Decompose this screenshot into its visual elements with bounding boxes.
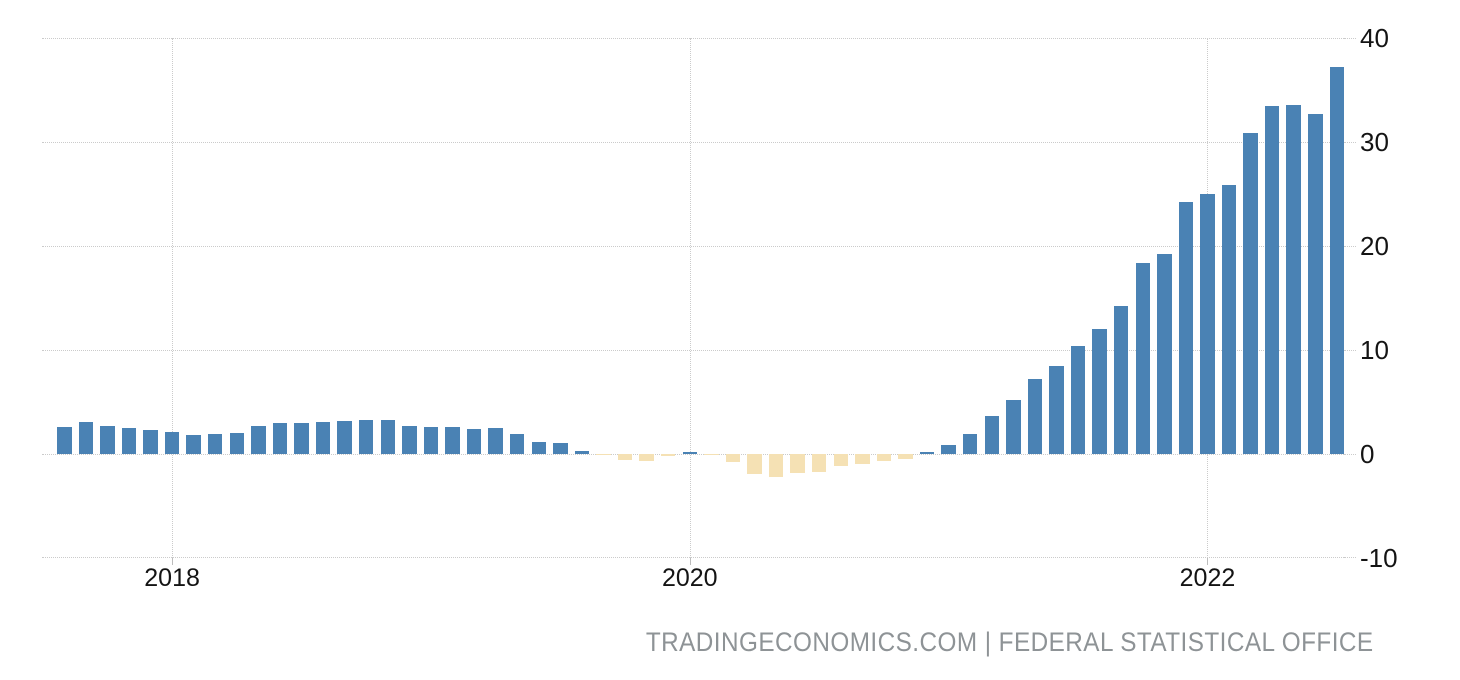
bar-2021-03[interactable] (984, 415, 999, 454)
bar-2018-03[interactable] (207, 434, 223, 454)
y-gridline (42, 454, 1352, 455)
bar-2021-01[interactable] (941, 444, 956, 454)
bar-2019-10[interactable] (617, 454, 633, 461)
bar-2018-07[interactable] (294, 422, 309, 454)
bar-2021-12[interactable] (1178, 202, 1194, 454)
bar-2022-02[interactable] (1221, 184, 1237, 454)
bar-2018-02[interactable] (186, 435, 201, 454)
y-axis-tick-label: 40 (1360, 23, 1389, 53)
bar-2022-03[interactable] (1243, 132, 1258, 454)
bar-2019-05[interactable] (509, 434, 525, 454)
y-axis-tick-label: -10 (1360, 543, 1398, 573)
bar-2020-12[interactable] (919, 451, 935, 454)
y-axis-tick-label: 20 (1360, 231, 1389, 261)
y-axis-tick (1344, 246, 1356, 247)
y-axis-tick (1344, 142, 1356, 143)
bar-2018-09[interactable] (337, 420, 352, 454)
bar-2020-10[interactable] (876, 454, 892, 462)
bar-2020-06[interactable] (790, 454, 805, 473)
y-axis-tick (1344, 350, 1356, 351)
bar-2018-05[interactable] (251, 425, 266, 454)
x-axis-tick (689, 558, 691, 565)
bar-2017-10[interactable] (100, 425, 115, 454)
x-axis-tick-label: 2020 (661, 564, 718, 592)
bar-2017-11[interactable] (121, 428, 137, 454)
bar-2017-09[interactable] (78, 421, 94, 454)
bar-2020-04[interactable] (747, 454, 762, 474)
bar-2019-08[interactable] (574, 450, 590, 454)
bar-2021-09[interactable] (1113, 306, 1129, 454)
bar-2020-03[interactable] (725, 454, 741, 463)
bar-2020-01[interactable] (682, 451, 698, 454)
bar-2021-10[interactable] (1135, 262, 1150, 454)
plot-area (42, 38, 1352, 558)
bar-2019-07[interactable] (553, 442, 568, 454)
bar-2022-04[interactable] (1264, 105, 1280, 454)
y-axis-tick (1344, 38, 1356, 39)
bar-2020-09[interactable] (855, 454, 870, 465)
bar-2020-07[interactable] (811, 454, 827, 472)
bar-2020-02[interactable] (704, 454, 719, 456)
bar-2018-11[interactable] (380, 419, 396, 454)
y-gridline (42, 142, 1352, 143)
bar-2022-06[interactable] (1308, 113, 1323, 454)
y-gridline (42, 557, 1352, 558)
bar-2020-11[interactable] (898, 454, 913, 460)
bar-2019-03[interactable] (466, 429, 482, 454)
attribution-watermark: TRADINGECONOMICS.COM | FEDERAL STATISTIC… (646, 627, 1374, 657)
bar-2020-05[interactable] (768, 454, 784, 477)
bar-2018-06[interactable] (272, 422, 288, 454)
y-axis-tick (1344, 557, 1356, 558)
bar-2019-11[interactable] (639, 454, 654, 462)
y-axis-tick (1344, 454, 1356, 455)
bar-2022-05[interactable] (1286, 104, 1301, 454)
bar-2021-11[interactable] (1157, 254, 1172, 454)
y-axis-tick-label: 0 (1360, 439, 1375, 469)
bar-2019-04[interactable] (488, 428, 503, 454)
bar-2018-08[interactable] (315, 421, 331, 454)
x-axis-tick (172, 558, 174, 565)
bar-2021-07[interactable] (1070, 345, 1086, 454)
bar-2018-04[interactable] (229, 433, 245, 454)
bar-2018-01[interactable] (164, 432, 180, 454)
y-axis-tick-label: 10 (1360, 335, 1389, 365)
bar-2022-07[interactable] (1329, 67, 1345, 454)
bar-2019-01[interactable] (423, 426, 439, 454)
bar-2021-04[interactable] (1006, 399, 1021, 454)
y-gridline (42, 246, 1352, 247)
bar-2021-05[interactable] (1027, 379, 1043, 454)
bar-2019-06[interactable] (531, 441, 547, 454)
x-axis-tick (1207, 558, 1209, 565)
bar-2019-09[interactable] (596, 454, 611, 456)
x-gridline (689, 38, 691, 558)
y-gridline (42, 38, 1352, 39)
y-axis-tick-label: 30 (1360, 127, 1389, 157)
x-axis-tick-label: 2018 (144, 564, 200, 592)
bar-2019-02[interactable] (445, 426, 460, 454)
bar-2018-10[interactable] (358, 419, 374, 454)
bar-2017-08[interactable] (57, 426, 72, 454)
y-gridline (42, 350, 1352, 351)
x-axis-tick-label: 2022 (1179, 564, 1236, 592)
x-gridline (172, 38, 174, 558)
bar-2021-06[interactable] (1049, 365, 1064, 454)
bar-2018-12[interactable] (402, 425, 417, 454)
bar-2019-12[interactable] (660, 454, 676, 457)
bar-2021-02[interactable] (962, 434, 978, 454)
bar-2017-12[interactable] (143, 430, 158, 454)
bar-2021-08[interactable] (1092, 329, 1107, 454)
bar-2020-08[interactable] (833, 454, 849, 467)
bar-2022-01[interactable] (1200, 194, 1215, 454)
